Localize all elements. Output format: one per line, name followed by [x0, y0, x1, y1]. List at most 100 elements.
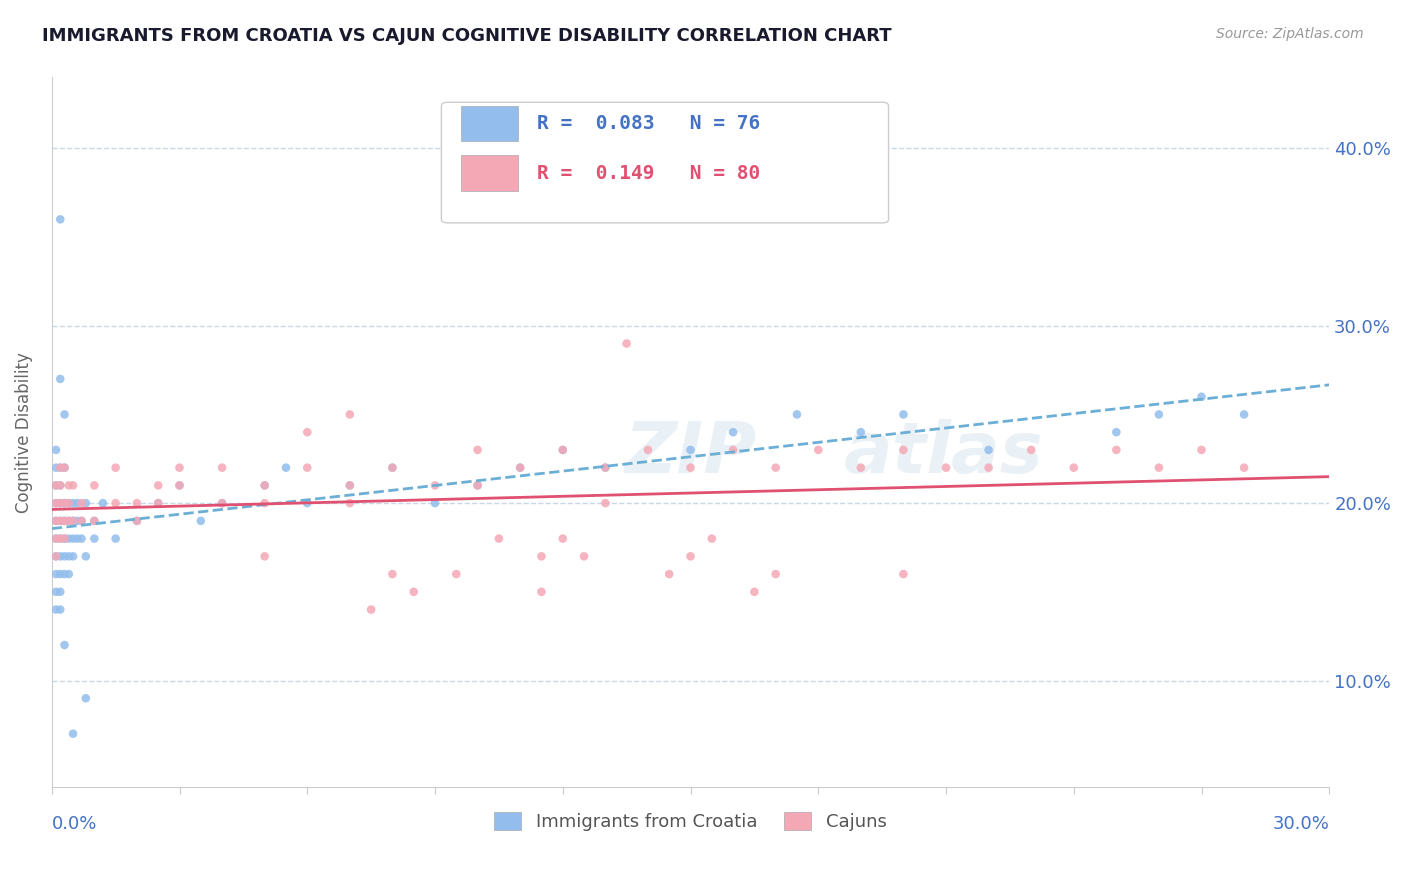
Point: [125, 514, 148, 528]
Text: 0.0%: 0.0%: [52, 815, 97, 833]
Point: [75, 691, 97, 706]
Point: [849, 425, 872, 440]
Point: [148, 496, 170, 510]
Point: [807, 442, 830, 457]
Point: [1191, 390, 1213, 404]
Text: ZIP: ZIP: [624, 419, 756, 488]
Point: [53, 514, 76, 528]
Point: [62, 496, 84, 510]
Legend: Immigrants from Croatia, Cajuns: Immigrants from Croatia, Cajuns: [495, 812, 887, 831]
Point: [530, 549, 553, 564]
Point: [595, 496, 617, 510]
Point: [253, 478, 276, 492]
Point: [62, 514, 84, 528]
Point: [70, 514, 93, 528]
Point: [211, 496, 233, 510]
Point: [49, 584, 72, 599]
Point: [297, 425, 319, 440]
Point: [551, 532, 574, 546]
Point: [381, 567, 404, 582]
Text: R =  0.083   N = 76: R = 0.083 N = 76: [537, 114, 761, 133]
Point: [104, 532, 127, 546]
Point: [765, 460, 787, 475]
Point: [721, 425, 744, 440]
Point: [935, 460, 957, 475]
Point: [679, 549, 702, 564]
Point: [58, 478, 80, 492]
Point: [530, 584, 553, 599]
Point: [423, 496, 446, 510]
Y-axis label: Cognitive Disability: Cognitive Disability: [15, 351, 32, 513]
Point: [339, 478, 361, 492]
Point: [49, 478, 72, 492]
Point: [381, 460, 404, 475]
Point: [509, 460, 531, 475]
Point: [125, 514, 148, 528]
Point: [45, 496, 67, 510]
Point: [169, 478, 191, 492]
Point: [551, 442, 574, 457]
Point: [45, 602, 67, 616]
Point: [58, 532, 80, 546]
Point: [45, 584, 67, 599]
Point: [45, 532, 67, 546]
Bar: [461, 106, 517, 141]
Point: [467, 442, 489, 457]
Point: [45, 549, 67, 564]
Point: [70, 496, 93, 510]
Point: [595, 460, 617, 475]
Point: [62, 514, 84, 528]
Point: [297, 460, 319, 475]
Point: [595, 460, 617, 475]
Text: R =  0.149   N = 80: R = 0.149 N = 80: [537, 164, 761, 183]
Point: [1147, 408, 1170, 422]
Point: [83, 478, 105, 492]
Point: [190, 514, 212, 528]
Point: [49, 567, 72, 582]
Point: [977, 460, 1000, 475]
Point: [893, 442, 915, 457]
Point: [49, 496, 72, 510]
Text: atlas: atlas: [844, 419, 1043, 488]
Point: [49, 212, 72, 227]
Point: [83, 532, 105, 546]
Point: [66, 496, 89, 510]
Point: [211, 460, 233, 475]
Point: [75, 496, 97, 510]
Point: [1019, 442, 1042, 457]
Point: [446, 567, 468, 582]
Point: [49, 532, 72, 546]
Point: [169, 478, 191, 492]
Point: [53, 532, 76, 546]
Point: [274, 460, 297, 475]
Point: [58, 496, 80, 510]
Point: [658, 567, 681, 582]
Point: [977, 442, 1000, 457]
Point: [637, 442, 659, 457]
Point: [53, 460, 76, 475]
Point: [765, 567, 787, 582]
Point: [49, 549, 72, 564]
Point: [721, 442, 744, 457]
Point: [45, 549, 67, 564]
Point: [83, 514, 105, 528]
Point: [551, 442, 574, 457]
Point: [58, 549, 80, 564]
Point: [53, 460, 76, 475]
Point: [1233, 408, 1256, 422]
Point: [58, 514, 80, 528]
FancyBboxPatch shape: [441, 103, 889, 223]
Point: [1105, 425, 1128, 440]
Point: [488, 532, 510, 546]
Point: [253, 478, 276, 492]
Point: [53, 408, 76, 422]
Point: [679, 460, 702, 475]
Point: [402, 584, 425, 599]
Point: [45, 532, 67, 546]
Point: [49, 496, 72, 510]
Point: [49, 532, 72, 546]
Point: [893, 567, 915, 582]
Point: [66, 532, 89, 546]
Point: [62, 727, 84, 741]
Point: [360, 602, 382, 616]
